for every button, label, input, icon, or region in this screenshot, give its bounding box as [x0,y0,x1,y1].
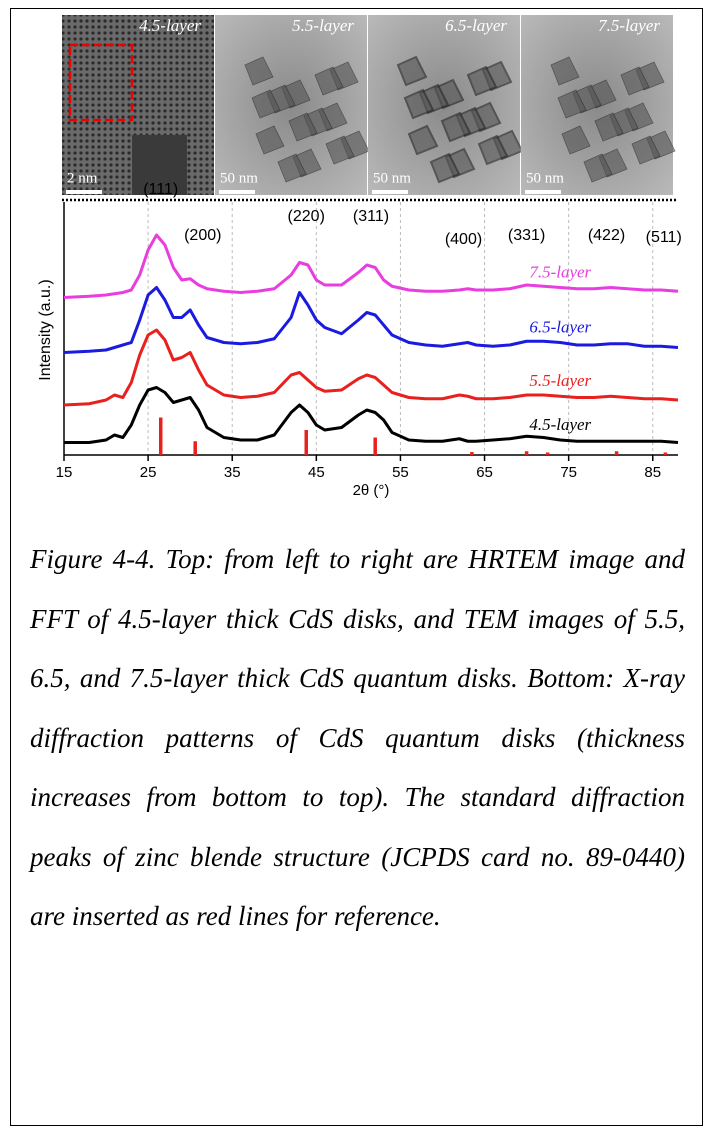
image-label: 5.5-layer [292,16,354,35]
peak-label: (400) [445,231,482,248]
fft-inset [132,135,187,195]
disk [594,112,624,142]
xrd-curve [63,233,679,299]
disk [429,152,461,184]
series-label: 5.5-layer [529,371,591,390]
peak-label: (511) [646,229,682,246]
disk [314,66,344,96]
x-tick-label: 45 [308,464,325,481]
series-label: 7.5-layer [529,262,591,281]
disk [407,124,439,156]
peak-label: (200) [184,227,221,244]
scale-bar [219,190,255,194]
xrd-curve [63,286,679,354]
caption: Figure 4-4. Top: from left to right are … [30,544,685,931]
peak-label: (422) [588,227,625,244]
roi-box [68,43,134,122]
series-label: 6.5-layer [529,317,591,336]
scale-label: 50 nm [373,170,411,186]
xrd-curve [64,386,679,444]
scale-bar [372,190,408,194]
disk [255,125,285,155]
disk [557,89,587,119]
disk [561,125,591,155]
disk [396,55,428,87]
x-axis-title: 2θ (°) [353,482,390,499]
series-label: 4.5-layer [529,415,591,434]
disk [244,56,274,86]
image-label: 7.5-layer [598,16,660,35]
peak-label: (311) [353,208,389,225]
disk [583,153,613,183]
x-tick-label: 55 [392,464,409,481]
peak-label: (220) [288,208,325,225]
disk [466,65,498,97]
x-tick-label: 35 [224,464,241,481]
x-tick-label: 85 [644,464,661,481]
x-tick-label: 25 [140,464,157,481]
figure-frame [10,8,703,1126]
scale-label: 50 nm [526,170,564,186]
scale-label: 50 nm [220,170,258,186]
disk [251,89,281,119]
disk [440,111,472,143]
image-label: 6.5-layer [445,16,507,35]
peak-label: (331) [508,227,545,244]
disk [403,88,435,120]
disk [477,134,509,166]
disk [288,112,318,142]
figure: 4.5-layer 2 nm 5.5-layer 50 nm 6.5-layer 50 n… [37,15,682,499]
y-axis-title: Intensity (a.u.) [37,279,54,380]
disk [620,66,650,96]
image-label: 4.5-layer [139,16,201,35]
disk [325,135,355,165]
x-tick-label: 75 [560,464,577,481]
disk [277,153,307,183]
disk [631,135,661,165]
peak-label: (111) [143,181,178,198]
scale-bar [525,190,561,194]
disk [550,56,580,86]
xrd-curve [63,328,679,407]
scale-label: 2 nm [67,170,98,186]
scale-bar [66,190,102,194]
x-tick-label: 15 [56,464,73,481]
x-tick-label: 65 [476,464,493,481]
